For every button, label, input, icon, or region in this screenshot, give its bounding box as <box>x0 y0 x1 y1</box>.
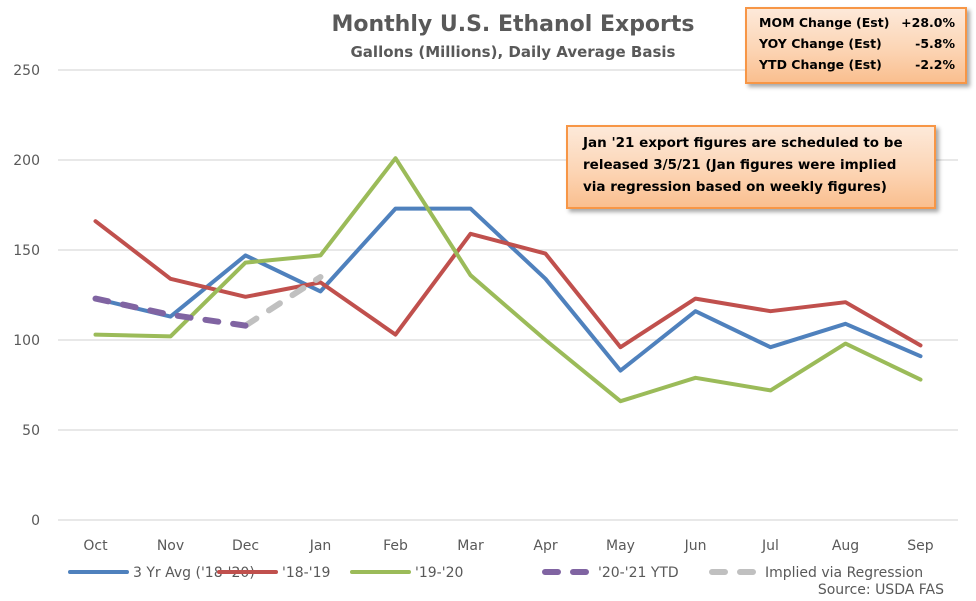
stats-value: +28.0% <box>901 15 955 30</box>
x-tick-label: Dec <box>232 538 259 554</box>
series-lines <box>92 156 923 404</box>
y-axis: 0 50 100 150 200 250 <box>13 63 40 529</box>
x-axis: Oct Nov Dec Jan Feb Mar Apr May Jun Jul Aug Sep <box>83 538 933 554</box>
stats-label: YTD Change (Est) <box>759 57 882 72</box>
x-tick-label: Apr <box>533 538 557 554</box>
series-line-3 <box>92 295 249 329</box>
stats-value: -5.8% <box>915 36 955 51</box>
y-tick-label: 150 <box>13 243 40 259</box>
x-tick-label: Jul <box>761 538 779 554</box>
stats-row-yoy: YOY Change (Est) -5.8% <box>759 36 955 54</box>
legend-label: '19-'20 <box>415 565 463 581</box>
note-line: via regression based on weekly figures) <box>583 179 887 195</box>
y-tick-label: 250 <box>13 63 40 79</box>
y-tick-label: 0 <box>31 513 40 529</box>
series-line-2 <box>93 156 923 404</box>
x-tick-label: Aug <box>832 538 859 554</box>
note-callout: Jan '21 export figures are scheduled to … <box>566 125 936 209</box>
stats-row-mom: MOM Change (Est) +28.0% <box>759 15 955 33</box>
x-tick-label: Jan <box>309 538 332 554</box>
stats-callout: MOM Change (Est) +28.0% YOY Change (Est)… <box>745 7 967 84</box>
series-line-4 <box>242 274 324 329</box>
legend: 3 Yr Avg ('18-'20) '18-'19 '19-'20 '20-'21 … <box>68 565 923 581</box>
chart-subtitle: Gallons (Millions), Daily Average Basis <box>351 43 676 61</box>
x-tick-label: Sep <box>907 538 934 554</box>
y-tick-label: 50 <box>22 423 40 439</box>
x-tick-label: Feb <box>383 538 408 554</box>
stats-label: MOM Change (Est) <box>759 15 890 30</box>
legend-label: 3 Yr Avg ('18-'20) <box>133 565 255 581</box>
stats-label: YOY Change (Est) <box>759 36 882 51</box>
series-line-1 <box>93 219 923 350</box>
chart-title: Monthly U.S. Ethanol Exports <box>331 12 694 37</box>
x-tick-label: Oct <box>83 538 108 554</box>
legend-label: '18-'19 <box>282 565 330 581</box>
y-tick-label: 100 <box>13 333 40 349</box>
stats-value: -2.2% <box>915 57 955 72</box>
stats-row-ytd: YTD Change (Est) -2.2% <box>759 57 955 75</box>
x-tick-label: Jun <box>684 538 707 554</box>
legend-label: '20-'21 YTD <box>598 565 679 581</box>
source-note: Source: USDA FAS <box>818 582 944 598</box>
y-tick-label: 200 <box>13 153 40 169</box>
x-tick-label: Mar <box>457 538 484 554</box>
note-line: released 3/5/21 (Jan figures were implie… <box>583 157 897 173</box>
x-tick-label: Nov <box>157 538 184 554</box>
gridlines <box>58 69 958 521</box>
legend-label: Implied via Regression <box>765 565 923 581</box>
note-line: Jan '21 export figures are scheduled to … <box>583 135 903 151</box>
x-tick-label: May <box>606 538 635 554</box>
